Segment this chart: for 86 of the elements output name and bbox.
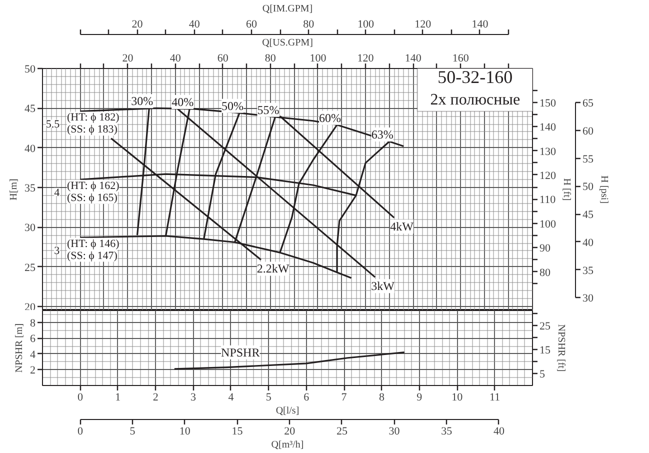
x-tick-label: 80 (264, 52, 276, 64)
x2-tick-label: 100 (357, 18, 374, 30)
y2-tick-label: 90 (540, 242, 551, 255)
series-label: 4kW (390, 220, 414, 234)
y3-tick-label: 35 (582, 264, 594, 277)
series-label: NPSHR (221, 345, 260, 360)
x2-tick-label: 20 (284, 426, 296, 438)
y2-tick-label: 130 (540, 146, 556, 158)
series-label: 40% (172, 94, 194, 109)
x-tick-label: 3 (190, 392, 197, 404)
series-label: 2.2kW (256, 262, 290, 276)
series-label: 63% (371, 127, 394, 142)
x-axis-title: Q[l/s] (276, 406, 300, 416)
y3-tick-label: 30 (582, 292, 594, 305)
x2-tick-label: 40 (188, 18, 200, 30)
x-tick-label: 2 (152, 392, 158, 404)
y2-tick-label: 110 (540, 194, 556, 206)
y2-tick-label: 100 (540, 218, 556, 230)
x2-tick-label: 25 (336, 426, 348, 438)
x2-tick-label: 0 (77, 426, 84, 438)
y2-axis-title: H [ft] (561, 178, 572, 201)
y-tick-label: 8 (30, 317, 36, 330)
y3-tick-label: 65 (582, 98, 594, 110)
x-axis-title: Q[US.GPM] (262, 38, 313, 48)
y2-tick-label: 150 (540, 97, 556, 110)
x-tick-label: 0 (77, 392, 84, 404)
x-tick-label: 7 (341, 392, 348, 404)
y2-tick-label: 25 (540, 320, 551, 332)
y-tick-label: 35 (24, 182, 36, 195)
x2-tick-label: 35 (441, 426, 453, 438)
x2-tick-label: 5 (130, 426, 136, 438)
y-tick-label: 30 (24, 222, 36, 234)
y-tick-label: 4 (30, 348, 36, 361)
y3-tick-label: 40 (582, 236, 594, 249)
y3-axis-title: H [psi] (598, 175, 610, 204)
series-label: 50% (222, 98, 244, 113)
x-tick-label: 1 (115, 392, 121, 404)
y2-tick-label: 120 (540, 170, 556, 182)
series-label: 55% (257, 102, 280, 117)
y2-axis-title: NPSHR [ft] (556, 324, 566, 372)
x2-tick-label: 120 (414, 18, 432, 30)
x-tick-label: 100 (310, 52, 327, 64)
chart-title: 50-32-160 (438, 66, 513, 87)
x-tick-label: 10 (452, 392, 464, 404)
x-tick-label: 160 (452, 52, 470, 64)
y-axis-title: H[m] (8, 178, 20, 200)
y3-tick-label: 55 (582, 153, 594, 166)
x-tick-label: 120 (357, 52, 374, 64)
x-tick-label: 11 (490, 392, 500, 404)
x-tick-label: 40 (170, 52, 182, 64)
x-tick-label: 5 (266, 392, 272, 404)
x2-tick-label: 30 (388, 426, 400, 438)
y2-tick-label: 5 (540, 368, 546, 380)
y-tick-label: 40 (24, 142, 36, 155)
y-tick-label: 50 (24, 64, 36, 76)
x-tick-label: 9 (416, 392, 423, 404)
x-tick-label: 4 (228, 392, 234, 404)
y3-tick-label: 50 (582, 181, 594, 194)
y2-tick-label: 80 (540, 266, 551, 279)
y-tick-label: 6 (30, 333, 36, 346)
x-tick-label: 6 (304, 392, 310, 404)
x2-tick-label: 80 (303, 18, 315, 30)
x-tick-label: 20 (122, 52, 134, 64)
x-tick-label: 60 (217, 52, 229, 64)
series-label: 30% (131, 94, 154, 108)
y-tick-label: 2 (30, 364, 36, 377)
y2-tick-label: 15 (540, 344, 551, 356)
y3-tick-label: 45 (582, 209, 594, 222)
series-label: 3kW (371, 279, 396, 294)
text: 2х полюсные (430, 92, 520, 109)
x-tick-label: 140 (404, 52, 422, 64)
series-label: 60% (319, 110, 342, 125)
x2-axis-title: Q[m³/h] (271, 440, 304, 450)
y-tick-label: 25 (24, 262, 36, 274)
y3-tick-label: 60 (582, 125, 594, 138)
y2-tick-label: 140 (540, 122, 556, 134)
x2-tick-label: 140 (472, 18, 489, 30)
x2-tick-label: 40 (493, 426, 505, 438)
x2-tick-label: 10 (179, 426, 191, 438)
x2-tick-label: 60 (246, 18, 258, 30)
x-tick-label: 8 (378, 392, 385, 404)
x2-tick-label: 20 (132, 18, 144, 30)
x2-axis-title: Q[IM.GPM] (262, 4, 313, 14)
x2-tick-label: 15 (232, 426, 244, 438)
y-tick-label: 45 (24, 103, 36, 116)
y-axis-title: NPSHR [m] (14, 323, 25, 373)
